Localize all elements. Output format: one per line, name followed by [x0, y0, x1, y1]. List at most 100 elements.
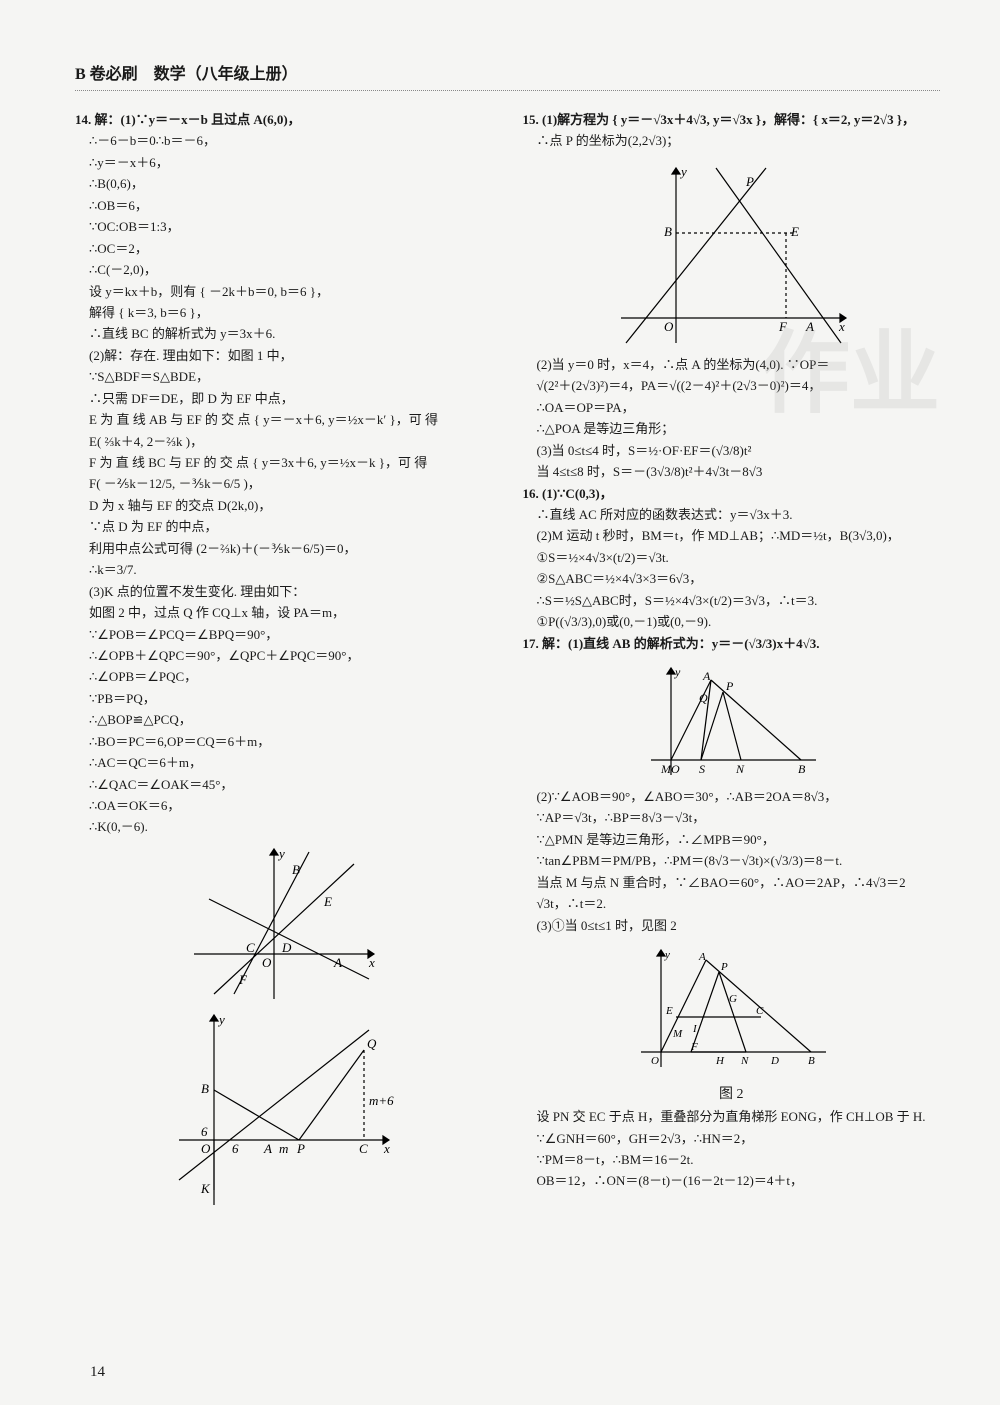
problem-17-intro: 17. 解：(1)直线 AB 的解析式为：y＝－(√3/3)x＋4√3. — [523, 633, 941, 654]
svg-text:A: A — [333, 955, 342, 970]
text-line: ①P((√3/3),0)或(0,－1)或(0,－9). — [523, 611, 941, 632]
diagram-4: y MO SN B AP Q — [641, 660, 821, 780]
text-line: 当点 M 与点 N 重合时，∵∠BAO＝60°，∴AO＝2AP，∴4√3＝2 — [523, 872, 941, 893]
text-line: ∵AP＝√3t，∴BP＝8√3－√3t， — [523, 807, 941, 828]
svg-text:G: G — [729, 993, 737, 1005]
text-line: ∴点 P 的坐标为(2,2√3)； — [523, 130, 941, 151]
text-line: F( －⅖k－12/5, －⅗k－6/5 )， — [75, 473, 493, 494]
text-line: ∴OA＝OP＝PA， — [523, 397, 941, 418]
text-line: ∴B(0,6)， — [75, 173, 493, 194]
text-line: ①S＝½×4√3×(t/2)＝√3t. — [523, 547, 941, 568]
svg-text:B: B — [798, 762, 806, 776]
svg-text:x: x — [368, 955, 375, 970]
content-columns: 14. 解：(1)∵y＝－x－b 且过点 A(6,0)， ∴－6－b＝0∴b＝－… — [75, 109, 940, 1216]
text-line: 解得 { k＝3, b＝6 }， — [75, 302, 493, 323]
svg-text:O: O — [671, 762, 680, 776]
svg-text:y: y — [664, 949, 670, 961]
svg-text:Q: Q — [699, 691, 708, 705]
text-line: ∵tan∠PBM＝PM/PB，∴PM＝(8√3－√3t)×(√3/3)＝8－t. — [523, 850, 941, 871]
svg-text:K: K — [200, 1181, 211, 1196]
svg-text:N: N — [740, 1055, 749, 1067]
problem-15-intro: 15. (1)解方程为 { y＝－√3x＋4√3, y＝√3x }，解得：{ x… — [523, 109, 941, 130]
svg-text:C: C — [756, 1005, 764, 1017]
svg-text:N: N — [735, 762, 745, 776]
text-line: ∴k＝3/7. — [75, 559, 493, 580]
diagram-5: y OAP EGC MFI NHD B — [631, 942, 831, 1077]
svg-text:6: 6 — [201, 1124, 208, 1139]
text-line: OB＝12，∴ON＝(8－t)－(16－2t－12)＝4＋t， — [523, 1170, 941, 1191]
text-line: ∴K(0,－6). — [75, 816, 493, 837]
svg-text:A: A — [698, 951, 706, 963]
text-line: 利用中点公式可得 (2－⅔k)＋(－⅗k－6/5)＝0， — [75, 538, 493, 559]
text-line: ∵∠GNH＝60°，GH＝2√3，∴HN＝2， — [523, 1128, 941, 1149]
text-line: ∵∠POB＝∠PCQ＝∠BPQ＝90°， — [75, 624, 493, 645]
text-line: ∴△BOP≌△PCQ， — [75, 709, 493, 730]
svg-text:x: x — [838, 319, 845, 334]
svg-text:m: m — [279, 1141, 288, 1156]
text-line: ∵△PMN 是等边三角形，∴∠MPB＝90°， — [523, 829, 941, 850]
diagram-2: yx OB 66 Am PC Qm+6 K — [169, 1010, 399, 1210]
svg-text:C: C — [359, 1141, 368, 1156]
svg-text:O: O — [201, 1141, 211, 1156]
text-line: ∴直线 BC 的解析式为 y＝3x＋6. — [75, 323, 493, 344]
svg-text:O: O — [651, 1055, 659, 1067]
text-line: ∴△POA 是等边三角形； — [523, 418, 941, 439]
figure-label: 图 2 — [523, 1083, 941, 1106]
page-header: B 卷必刷 数学（八年级上册） — [75, 60, 940, 91]
svg-text:6: 6 — [232, 1141, 239, 1156]
text-line: ∴OA＝OK＝6， — [75, 795, 493, 816]
svg-text:P: P — [296, 1141, 305, 1156]
text-line: F 为 直 线 BC 与 EF 的 交 点 { y＝3x＋6, y＝½x－k }… — [75, 452, 493, 473]
svg-text:B: B — [201, 1081, 209, 1096]
svg-text:B: B — [664, 224, 672, 239]
svg-text:P: P — [745, 174, 754, 189]
text-line: 如图 2 中，过点 Q 作 CQ⊥x 轴，设 PA＝m， — [75, 602, 493, 623]
text-line: ∴－6－b＝0∴b＝－6， — [75, 130, 493, 151]
diagram-1: yx OA BC DE F — [184, 844, 384, 1004]
svg-text:A: A — [702, 669, 711, 683]
svg-text:x: x — [383, 1141, 390, 1156]
problem-16-intro: 16. (1)∵C(0,3)， — [523, 483, 941, 504]
svg-text:Q: Q — [367, 1036, 377, 1051]
page-number: 14 — [90, 1364, 105, 1381]
text-line: ∵点 D 为 EF 的中点， — [75, 516, 493, 537]
svg-text:O: O — [664, 319, 674, 334]
svg-text:P: P — [725, 679, 734, 693]
svg-text:y: y — [679, 164, 687, 179]
svg-text:E: E — [323, 894, 332, 909]
svg-text:y: y — [674, 665, 681, 679]
problem-num: 15. (1)解方程为 { y＝－√3x＋4√3, y＝√3x }，解得：{ x… — [523, 112, 915, 127]
text-line: ∵PB＝PQ， — [75, 688, 493, 709]
text-line: ∴直线 AC 所对应的函数表达式：y＝√3x＋3. — [523, 504, 941, 525]
text-line: 设 y＝kx＋b，则有 { －2k＋b＝0, b＝6 }， — [75, 281, 493, 302]
text-line: (2)解：存在. 理由如下：如图 1 中， — [75, 345, 493, 366]
svg-text:H: H — [715, 1055, 725, 1067]
svg-text:O: O — [262, 955, 272, 970]
text-line: 当 4≤t≤8 时，S＝－(3√3/8)t²＋4√3t－8√3 — [523, 461, 941, 482]
svg-text:F: F — [238, 972, 248, 987]
text-line: D 为 x 轴与 EF 的交点 D(2k,0)， — [75, 495, 493, 516]
svg-text:D: D — [770, 1055, 779, 1067]
text-line: ∵S△BDF＝S△BDE， — [75, 366, 493, 387]
svg-text:E: E — [665, 1005, 673, 1017]
text-line: ∴BO＝PC＝6,OP＝CQ＝6＋m， — [75, 731, 493, 752]
text-line: (3)K 点的位置不发生变化. 理由如下： — [75, 581, 493, 602]
text-line: ∴OC＝2， — [75, 238, 493, 259]
svg-text:M: M — [672, 1028, 683, 1040]
left-column: 14. 解：(1)∵y＝－x－b 且过点 A(6,0)， ∴－6－b＝0∴b＝－… — [75, 109, 493, 1216]
text-line: E( ⅔k＋4, 2－⅔k )， — [75, 431, 493, 452]
svg-text:P: P — [720, 961, 728, 973]
svg-text:F: F — [778, 319, 788, 334]
text-line: ∴y＝－x＋6， — [75, 152, 493, 173]
svg-text:y: y — [277, 846, 285, 861]
svg-text:E: E — [790, 224, 799, 239]
text-line: ∴∠OPB＋∠QPC＝90°，∠QPC＋∠PQC＝90°， — [75, 645, 493, 666]
diagram-3: yx OA PB EF — [606, 158, 856, 348]
svg-text:B: B — [292, 862, 300, 877]
text-line: ∵PM＝8－t，∴BM＝16－2t. — [523, 1149, 941, 1170]
text-line: ∴∠OPB＝∠PQC， — [75, 666, 493, 687]
text-line: (2)∵∠AOB＝90°，∠ABO＝30°，∴AB＝2OA＝8√3， — [523, 786, 941, 807]
text-line: (3)①当 0≤t≤1 时，见图 2 — [523, 915, 941, 936]
text-line: (2)M 运动 t 秒时，BM＝t，作 MD⊥AB；∴MD＝½t，B(3√3,0… — [523, 525, 941, 546]
text-line: ②S△ABC＝½×4√3×3＝6√3， — [523, 568, 941, 589]
